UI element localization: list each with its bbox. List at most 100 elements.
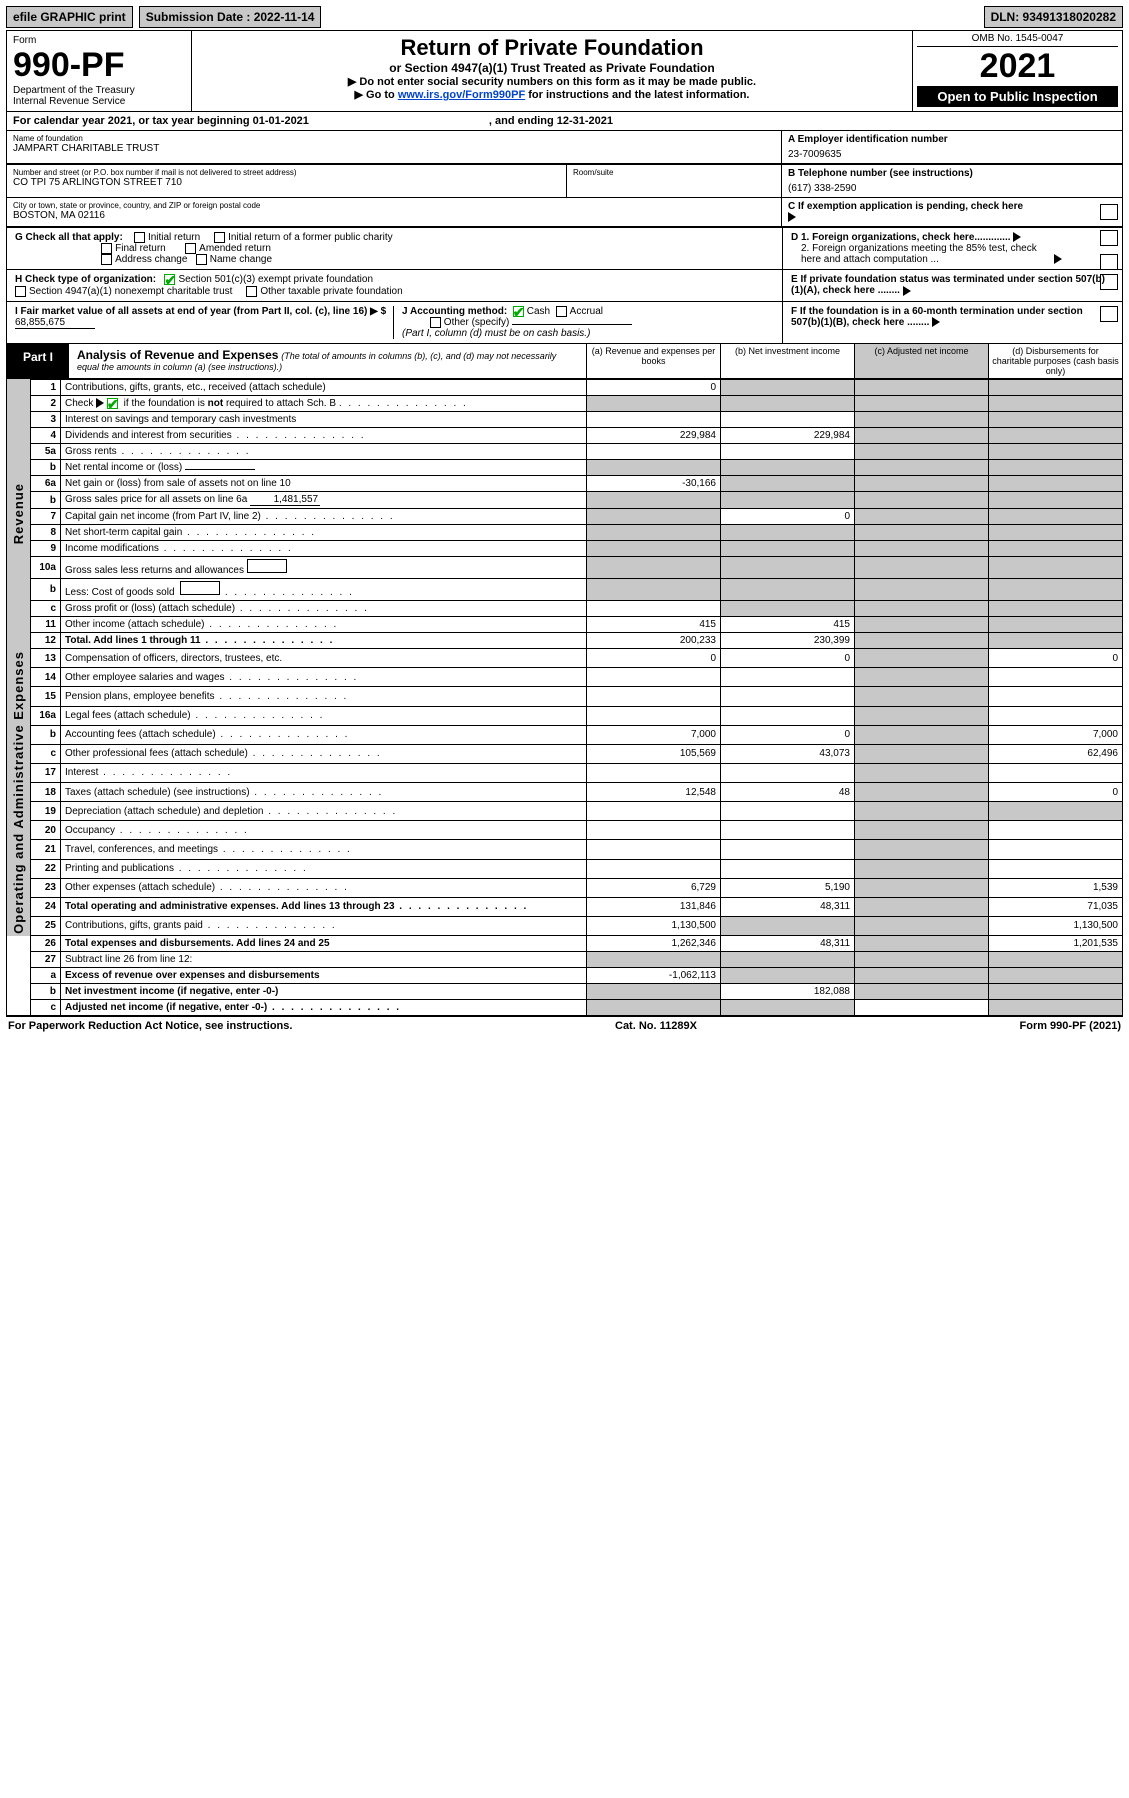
line-desc: Check if the foundation is not required … [61,395,587,411]
cell-b: 182,088 [721,984,855,1000]
line-desc: Subtract line 26 from line 12: [61,952,587,968]
form-label: Form [13,35,185,46]
g-final-return-checkbox[interactable] [101,243,112,254]
h-4947-checkbox[interactable] [15,286,26,297]
cell-a: 200,233 [587,633,721,649]
line-num: 6a [31,476,61,492]
cell-b: 48,311 [721,936,855,952]
cell-a: -30,166 [587,476,721,492]
table-row: 11Other income (attach schedule)415415 [7,617,1123,633]
address-value: CO TPI 75 ARLINGTON STREET 710 [13,177,560,188]
arrow-icon [788,212,796,222]
f-checkbox[interactable] [1100,306,1118,322]
dept-label: Department of the Treasury [13,85,185,96]
cell-d: 0 [989,783,1123,802]
cell-d: 1,130,500 [989,916,1123,935]
identity-name-row: Name of foundation JAMPART CHARITABLE TR… [6,131,1123,165]
g-label: G Check all that apply: [15,232,123,243]
line-desc: Other professional fees (attach schedule… [61,744,587,763]
city-label: City or town, state or province, country… [13,201,775,210]
name-label: Name of foundation [13,134,775,143]
cell-a: 415 [587,617,721,633]
g-initial-return-checkbox[interactable] [134,232,145,243]
j-other-checkbox[interactable] [430,317,441,328]
table-row: 18Taxes (attach schedule) (see instructi… [7,783,1123,802]
arrow-icon [932,317,940,327]
g-address-change-checkbox[interactable] [101,254,112,265]
form-subtitle: or Section 4947(a)(1) Trust Treated as P… [198,61,906,75]
form-header: Form 990-PF Department of the Treasury I… [6,30,1123,112]
line-num: 18 [31,783,61,802]
footer-catno: Cat. No. 11289X [615,1020,697,1032]
line-desc: Accounting fees (attach schedule) [61,725,587,744]
col-d-header: (d) Disbursements for charitable purpose… [988,344,1122,378]
part-1-label: Part I [7,344,69,378]
d2-checkbox[interactable] [1100,254,1118,270]
line10a-box[interactable] [247,559,287,573]
h3-text: Other taxable private foundation [260,286,402,297]
cell-b: 0 [721,725,855,744]
j-accrual-checkbox[interactable] [556,306,567,317]
table-row: 3Interest on savings and temporary cash … [7,412,1123,428]
line-num: 27 [31,952,61,968]
table-row: 8Net short-term capital gain [7,525,1123,541]
table-row: 25Contributions, gifts, grants paid1,130… [7,916,1123,935]
table-row: 15Pension plans, employee benefits [7,687,1123,706]
line-num: b [31,725,61,744]
efile-print-button[interactable]: efile GRAPHIC print [6,6,133,28]
c-pending-label: C If exemption application is pending, c… [788,201,1023,212]
table-row: 12Total. Add lines 1 through 11200,23323… [7,633,1123,649]
line5b-field[interactable] [185,469,255,470]
table-row: cGross profit or (loss) (attach schedule… [7,601,1123,617]
d1-checkbox[interactable] [1100,230,1118,246]
j-cash-checkbox[interactable] [513,306,524,317]
g-opt: Amended return [199,243,271,254]
table-row: 27Subtract line 26 from line 12: [7,952,1123,968]
calyear-begin: For calendar year 2021, or tax year begi… [13,115,309,127]
line-num: 1 [31,379,61,395]
cell-b: 5,190 [721,878,855,897]
line-desc: Net rental income or (loss) [61,460,587,476]
cell-b: 0 [721,649,855,668]
line-num: 16a [31,706,61,725]
g-initial-former-checkbox[interactable] [214,232,225,243]
j-other-specify-field[interactable] [512,324,632,325]
j-accrual: Accrual [570,306,603,317]
line-desc: Travel, conferences, and meetings [61,840,587,859]
g-amended-checkbox[interactable] [185,243,196,254]
line-num: 14 [31,668,61,687]
j-other: Other (specify) [444,317,510,328]
section-h-e: H Check type of organization: Section 50… [6,270,1123,301]
instr2-pre: ▶ Go to [355,89,398,101]
line10b-box[interactable] [180,581,220,595]
revenue-side-label: Revenue [11,483,26,544]
h-other-taxable-checkbox[interactable] [246,286,257,297]
part-1-title: Analysis of Revenue and Expenses [77,348,278,362]
g-name-change-checkbox[interactable] [196,254,207,265]
line-desc: Total expenses and disbursements. Add li… [61,936,587,952]
table-row: 4Dividends and interest from securities2… [7,428,1123,444]
h-501c3-checkbox[interactable] [164,274,175,285]
line-desc: Gross rents [61,444,587,460]
table-row: 20Occupancy [7,821,1123,840]
line-desc: Contributions, gifts, grants, etc., rece… [61,379,587,395]
line-num: a [31,968,61,984]
cell-d: 0 [989,649,1123,668]
e-checkbox[interactable] [1100,274,1118,290]
line-desc: Depreciation (attach schedule) and deple… [61,802,587,821]
cell-d: 1,539 [989,878,1123,897]
line-num: b [31,984,61,1000]
c-pending-checkbox[interactable] [1100,204,1118,220]
page-footer: For Paperwork Reduction Act Notice, see … [6,1016,1123,1035]
form990pf-link[interactable]: www.irs.gov/Form990PF [398,89,525,101]
h-label: H Check type of organization: [15,275,156,286]
schb-not-required-checkbox[interactable] [107,398,118,409]
line-num: 5a [31,444,61,460]
line-desc: Net investment income (if negative, ente… [61,984,587,1000]
table-row: bLess: Cost of goods sold [7,579,1123,601]
cell-a: 7,000 [587,725,721,744]
d1-label: D 1. Foreign organizations, check here..… [791,232,1011,243]
table-row: 19Depreciation (attach schedule) and dep… [7,802,1123,821]
tax-year: 2021 [917,47,1118,86]
table-row: bNet investment income (if negative, ent… [7,984,1123,1000]
